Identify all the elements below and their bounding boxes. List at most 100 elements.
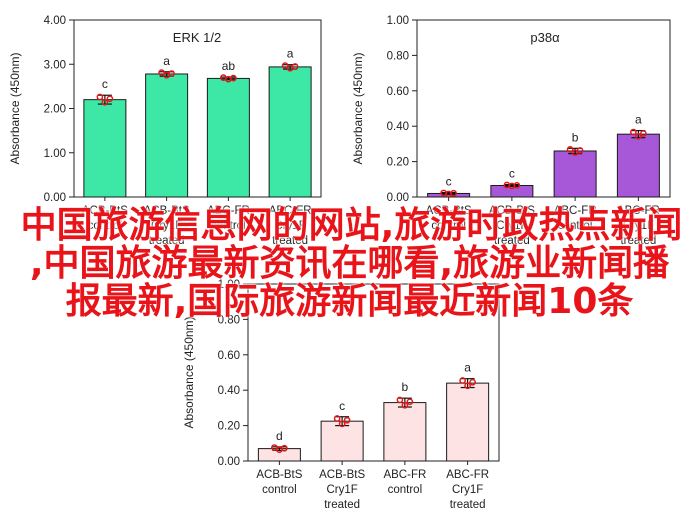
bar <box>446 382 490 462</box>
plot-frame <box>247 283 500 462</box>
significance-letter: a <box>464 361 471 375</box>
data-point <box>469 378 476 386</box>
y-tick-label: 1.00 <box>218 279 240 291</box>
bar <box>616 133 660 198</box>
data-point <box>464 382 471 390</box>
x-tick-label: ABC-FR <box>207 205 250 217</box>
x-tick-label: control <box>388 484 423 496</box>
bar <box>320 420 364 462</box>
plot-frame <box>416 19 671 198</box>
y-tick-label: 0.40 <box>218 385 240 397</box>
bar <box>383 402 427 462</box>
x-tick-label: treated <box>450 499 486 511</box>
y-tick-label: 0.20 <box>387 157 409 169</box>
chart-panel-3: 0.00 0.20 0.40 0.60 0.80 1.00 Absorbance (450n… <box>182 279 500 511</box>
x-tick-label: ACB-BtS <box>144 205 190 217</box>
y-tick-label: 0.20 <box>218 421 240 433</box>
y-tick-label: 0.00 <box>218 456 240 468</box>
overlay-headline-line-3: 报最新,国际旅游新闻最近新闻10条 <box>65 281 634 322</box>
y-axis-label: Absorbance (450nm) <box>351 52 365 164</box>
data-point <box>158 69 165 77</box>
significance-letter: a <box>635 113 642 127</box>
significance-letter: c <box>446 175 452 189</box>
x-tick-label: treated <box>494 235 530 247</box>
x-tick-label: ABC-FR <box>446 469 489 481</box>
x-tick-label: control <box>88 220 123 232</box>
data-point <box>230 74 237 82</box>
y-tick-label: 0.60 <box>218 350 240 362</box>
significance-letter: c <box>102 77 108 91</box>
data-point <box>106 95 114 103</box>
data-point <box>513 181 521 189</box>
data-point <box>168 70 175 77</box>
x-tick-label: treated <box>149 235 185 247</box>
x-tick-label: control <box>558 220 593 232</box>
y-axis-label: Absorbance (450nm) <box>8 52 22 164</box>
x-tick-label: ABC-FR <box>554 205 597 217</box>
x-tick-label: ACB-BtS <box>82 205 128 217</box>
significance-letter: a <box>163 54 170 68</box>
x-tick-label: ACB-BtS <box>489 205 535 217</box>
data-point <box>96 93 104 101</box>
x-tick-label: ACB-BtS <box>426 205 472 217</box>
x-tick-label: treated <box>324 499 360 511</box>
bar <box>268 66 312 198</box>
x-tick-label: control <box>262 484 297 496</box>
overlay-headline-line-2: ,中国旅游最新资讯在哪看,旅游业新闻播 <box>29 243 670 284</box>
data-point <box>406 398 414 406</box>
x-tick-label: ACB-BtS <box>256 469 302 481</box>
chart-title: p38α <box>530 30 560 45</box>
x-tick-label: Cry1F <box>452 484 483 496</box>
x-tick-label: control <box>211 220 246 232</box>
significance-letter: d <box>276 429 283 443</box>
data-point <box>630 128 637 136</box>
x-tick-label: control <box>431 220 466 232</box>
y-tick-label: 4.00 <box>44 15 66 27</box>
significance-letter: c <box>339 399 345 413</box>
chart-panel-2: p38α 0.00 0.20 0.40 0.60 0.80 1.00 Absorbance (… <box>351 15 671 247</box>
x-tick-label: Cry1F <box>496 220 527 232</box>
y-tick-label: 3.00 <box>44 59 66 71</box>
data-point <box>459 377 466 384</box>
bar <box>490 184 534 198</box>
y-tick-label: 0.40 <box>387 121 409 133</box>
y-tick-label: 0.00 <box>44 192 66 204</box>
bar <box>553 150 597 198</box>
chart-panel-1: ERK 1/2 0.00 1.00 2.00 3.00 4.00 Absorbance (4… <box>8 15 322 247</box>
y-tick-label: 2.00 <box>44 104 66 116</box>
data-point <box>101 98 109 106</box>
bar <box>145 73 189 198</box>
y-tick-label: 0.00 <box>387 192 409 204</box>
x-tick-label: ACB-BtS <box>319 469 365 481</box>
x-tick-label: treated <box>620 235 656 247</box>
overlay-headline-line-1: 中国旅游信息网的网站,旅游时政热点新闻 <box>20 205 683 246</box>
data-point <box>333 415 341 422</box>
bar <box>83 99 127 198</box>
y-tick-label: 0.80 <box>387 50 409 62</box>
data-point <box>338 420 346 428</box>
data-point <box>396 396 404 404</box>
data-point <box>281 444 288 452</box>
data-point <box>450 189 457 197</box>
data-point <box>401 401 409 409</box>
data-point <box>291 63 299 70</box>
x-tick-label: Cry1F <box>274 220 305 232</box>
x-tick-label: ABC-FR <box>617 205 660 217</box>
x-tick-label: Cry1F <box>326 484 357 496</box>
y-axis-label: Absorbance (450nm) <box>182 316 196 428</box>
bar <box>206 77 250 198</box>
x-tick-label: Cry1F <box>623 220 654 232</box>
y-tick-label: 0.60 <box>387 86 409 98</box>
x-tick-label: Cry1F <box>151 220 182 232</box>
chart-title: ERK 1/2 <box>173 30 221 45</box>
significance-letter: b <box>402 380 409 394</box>
significance-letter: a <box>287 47 294 61</box>
y-tick-label: 1.00 <box>387 15 409 27</box>
y-tick-label: 0.80 <box>218 314 240 326</box>
data-point <box>566 146 574 153</box>
data-point <box>640 130 647 137</box>
data-point <box>576 147 584 154</box>
x-tick-label: ABC-FR <box>269 205 312 217</box>
data-point <box>343 416 351 424</box>
significance-letter: ab <box>222 59 236 73</box>
